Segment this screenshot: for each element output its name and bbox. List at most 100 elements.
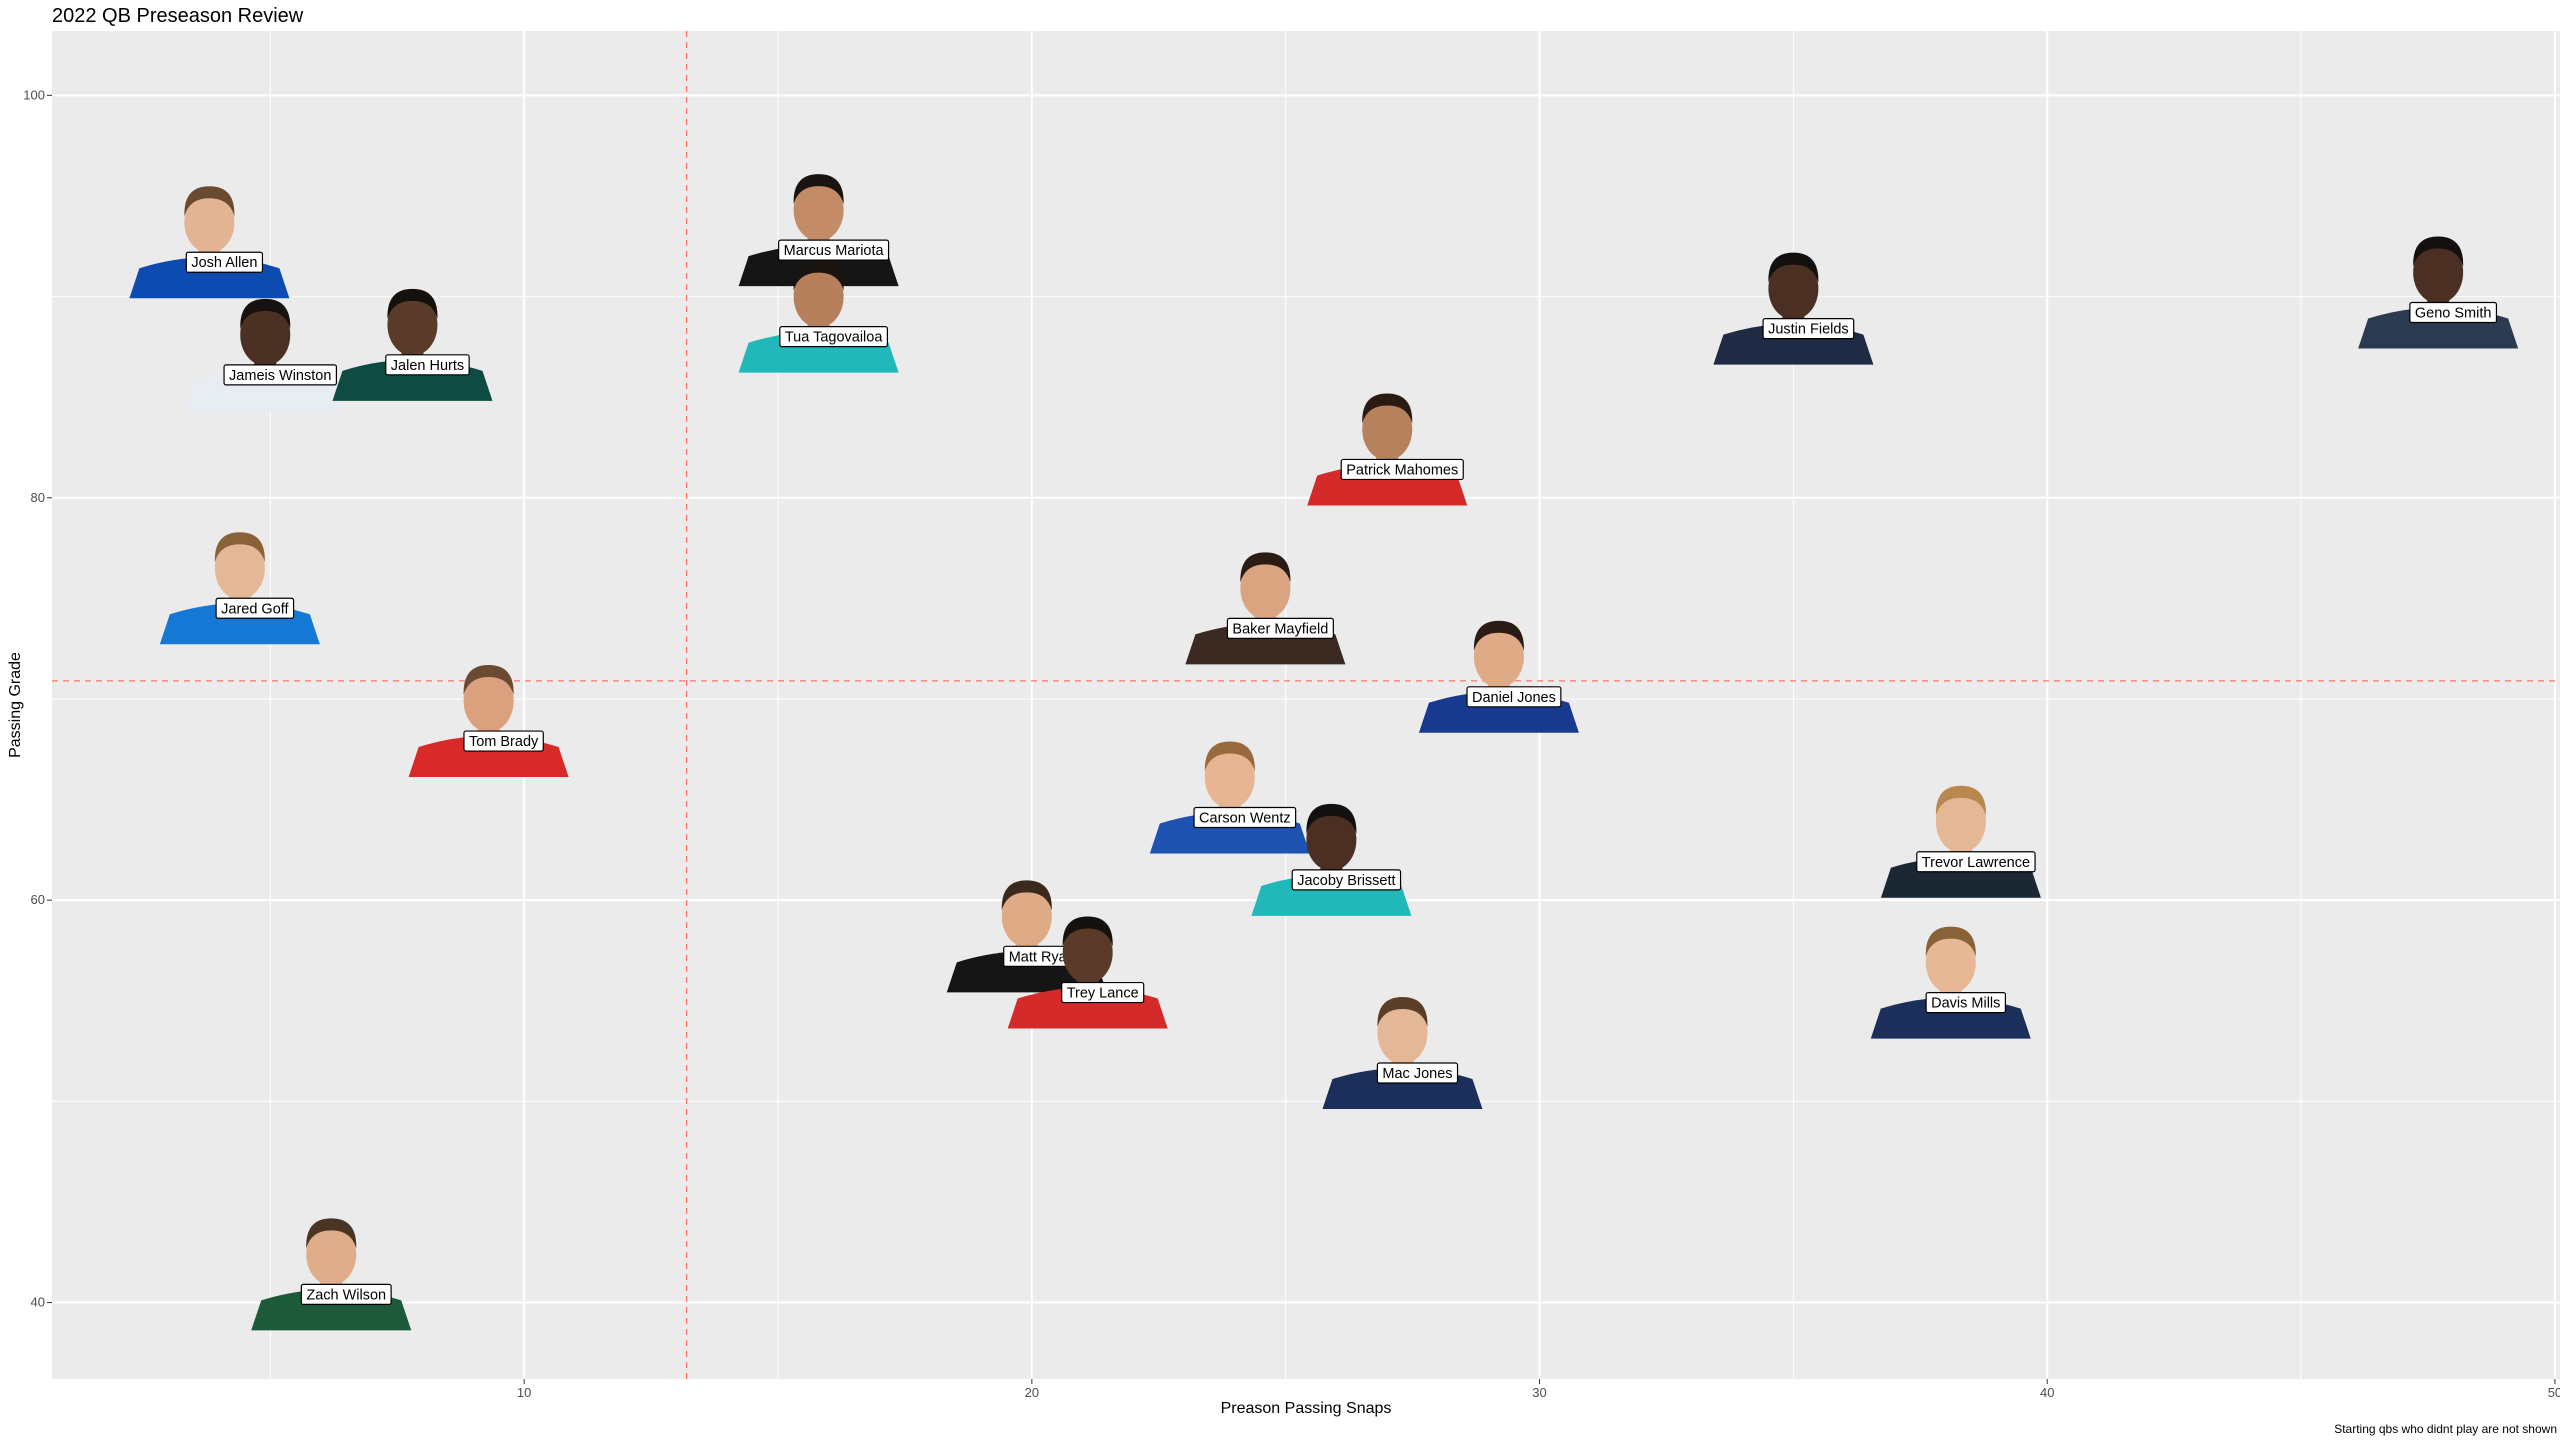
y-axis-label: Passing Grade — [7, 652, 24, 758]
grid — [52, 31, 2560, 1379]
head-shape — [793, 179, 844, 242]
player-point: Marcus Mariota — [738, 174, 899, 287]
player-label-box — [1466, 686, 1562, 708]
player-label: Davis Mills — [1931, 996, 2000, 1012]
y-axis: 40 60 80 100 — [23, 87, 52, 1310]
head-shape — [2413, 241, 2464, 304]
player-point: Jameis Winston — [185, 298, 346, 411]
player-label-box — [223, 364, 338, 386]
y-tick-label: 60 — [31, 892, 45, 907]
points: Josh Allen Jameis Winston Jalen Hurts Marcu… — [129, 174, 2519, 1331]
hair-shape — [306, 1218, 357, 1249]
player-label-box — [463, 730, 544, 752]
head-shape — [1001, 885, 1052, 948]
head-shape — [1062, 921, 1113, 984]
head-shape — [1204, 746, 1255, 809]
player-label: Matt Ryan — [1009, 949, 1075, 965]
player-point: Baker Mayfield — [1185, 552, 1346, 665]
x-axis-label: Preason Passing Snaps — [1221, 1400, 1392, 1417]
player-label: Carson Wentz — [1199, 811, 1291, 827]
player-point: Daniel Jones — [1418, 620, 1579, 733]
hair-shape — [1001, 880, 1052, 911]
hair-shape — [240, 298, 291, 329]
caption: Starting qbs who didnt play are not show… — [2334, 1422, 2557, 1436]
player-point: Justin Fields — [1713, 252, 1874, 365]
player-label: Josh Allen — [191, 255, 257, 271]
player-label: Daniel Jones — [1472, 690, 1556, 706]
player-point: Mac Jones — [1322, 997, 1483, 1110]
player-label: Patrick Mahomes — [1346, 462, 1458, 478]
player-label-box — [2409, 301, 2498, 324]
player-label: Jalen Hurts — [391, 358, 464, 374]
player-label: Zach Wilson — [306, 1287, 386, 1303]
head-shape — [240, 303, 291, 366]
hair-shape — [387, 288, 438, 319]
player-point: Trevor Lawrence — [1880, 785, 2041, 898]
hair-shape — [1240, 552, 1291, 583]
plot-panel — [52, 31, 2560, 1379]
player-point: Zach Wilson — [251, 1218, 412, 1331]
player-point: Jacoby Brissett — [1251, 803, 1412, 916]
head-shape — [1925, 931, 1976, 994]
player-label-box — [1925, 992, 2007, 1014]
head-shape — [1377, 1002, 1428, 1065]
hair-shape — [1362, 393, 1413, 424]
player-point: Jalen Hurts — [332, 288, 493, 401]
player-label-box — [1916, 851, 2036, 873]
head-shape — [463, 670, 514, 733]
hair-shape — [1306, 803, 1357, 834]
player-label: Trey Lance — [1067, 986, 1139, 1002]
player-label-box — [300, 1283, 392, 1305]
head-shape — [214, 537, 265, 600]
hair-shape — [1062, 916, 1113, 947]
player-label-box — [1226, 617, 1334, 639]
y-tick-label: 80 — [31, 490, 45, 505]
y-tick-label: 100 — [23, 87, 45, 102]
player-label-box — [1291, 869, 1402, 891]
player-point: Tua Tagovailoa — [738, 260, 899, 373]
player-label-box — [1061, 981, 1145, 1004]
head-shape — [1768, 257, 1819, 320]
hair-shape — [1935, 785, 1986, 816]
player-label-box — [1340, 458, 1464, 481]
player-label-box — [1193, 806, 1297, 829]
hair-shape — [1204, 741, 1255, 772]
head-shape — [1306, 808, 1357, 871]
player-label-box — [1762, 318, 1855, 340]
x-tick-label: 30 — [1532, 1385, 1546, 1400]
player-label: Baker Mayfield — [1232, 621, 1328, 637]
x-axis: 10 20 30 40 50 — [517, 1379, 2560, 1400]
hair-shape — [793, 260, 844, 291]
player-point: Carson Wentz — [1149, 741, 1310, 854]
head-shape — [1240, 557, 1291, 620]
head-shape — [793, 265, 844, 328]
head-shape — [1473, 625, 1524, 688]
head-shape — [184, 191, 235, 254]
hair-shape — [1925, 926, 1976, 957]
player-label: Jacoby Brissett — [1297, 873, 1395, 889]
chart-title: 2022 QB Preseason Review — [52, 5, 304, 27]
player-point: Josh Allen — [129, 186, 290, 299]
hair-shape — [2413, 236, 2464, 267]
hair-shape — [184, 186, 235, 217]
head-shape — [306, 1223, 357, 1286]
player-label-box — [215, 597, 295, 619]
player-label-box — [778, 239, 890, 261]
x-tick-label: 20 — [1025, 1385, 1039, 1400]
player-label: Tom Brady — [469, 734, 539, 750]
player-point: Jared Goff — [159, 532, 320, 645]
player-label: Mac Jones — [1382, 1066, 1452, 1082]
y-tick-label: 40 — [31, 1295, 45, 1310]
player-label: Justin Fields — [1768, 322, 1849, 338]
x-tick-label: 40 — [2040, 1385, 2054, 1400]
hair-shape — [793, 174, 844, 205]
head-shape — [387, 293, 438, 356]
player-point: Geno Smith — [2358, 236, 2519, 349]
player-label: Marcus Mariota — [784, 243, 885, 259]
player-point: Tom Brady — [408, 665, 569, 778]
player-point: Patrick Mahomes — [1307, 393, 1468, 506]
x-tick-label: 50 — [2548, 1385, 2560, 1400]
player-label: Tua Tagovailoa — [785, 330, 883, 346]
head-shape — [1935, 790, 1986, 853]
